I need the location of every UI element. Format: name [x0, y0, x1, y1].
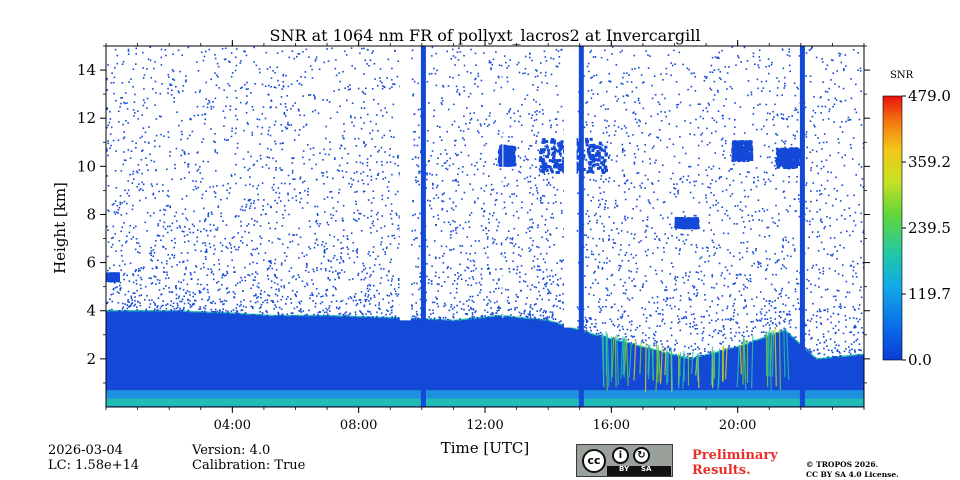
y-axis-label: Height [km]: [51, 182, 69, 274]
preliminary-line2: Results.: [692, 463, 751, 478]
boundary-layer: [106, 310, 864, 407]
footer-version-block: Version: 4.0 Calibration: True: [192, 443, 305, 473]
noise-speckle: [106, 46, 864, 360]
cc-icon: cc: [582, 449, 606, 473]
y-tick-label: 10: [77, 157, 96, 175]
cloud: [497, 144, 517, 167]
x-tick-label: 08:00: [340, 418, 377, 433]
convective-plumes: [601, 326, 790, 393]
y-tick-label: 6: [86, 254, 96, 272]
by-text: BY: [619, 465, 630, 473]
colorbar-tick-label: 479.0: [908, 87, 951, 105]
colorbar-tick-label: 119.7: [908, 285, 951, 303]
colorbar-label: SNR: [890, 70, 914, 81]
copyright-line2: CC BY SA 4.0 License.: [806, 470, 899, 479]
copyright-note: © TROPOS 2026. CC BY SA 4.0 License.: [806, 460, 899, 480]
footer-calibration: Calibration: True: [192, 458, 306, 473]
boundary-layer-top: [106, 309, 864, 360]
data-gap: [399, 46, 411, 321]
footer-date: 2026-03-04: [48, 443, 123, 458]
cloud: [731, 140, 754, 163]
colorbar: [882, 95, 903, 361]
vertical-streak: [578, 46, 584, 407]
x-tick-label: 12:00: [466, 418, 503, 433]
vertical-streak: [799, 46, 805, 407]
heatmap-area: [106, 46, 864, 407]
by-icon: i: [612, 447, 629, 464]
footer-date-block: 2026-03-04 LC: 1.58e+14: [48, 443, 139, 473]
x-tick-label: 04:00: [214, 418, 251, 433]
colorbar-ticks: 0.0 119.7 239.5 359.2 479.0: [902, 87, 951, 369]
sa-text: SA: [641, 465, 652, 473]
y-tick-label: 2: [86, 350, 96, 368]
footer-lc: LC: 1.58e+14: [48, 458, 140, 473]
x-tick-label: 16:00: [593, 418, 630, 433]
surface-layer-core: [106, 398, 864, 406]
cc-license-badge: cc i ↻ BY SA: [576, 444, 673, 477]
y-tick-label: 12: [77, 109, 96, 127]
data-gap: [502, 46, 504, 319]
footer-version: Version: 4.0: [192, 443, 271, 458]
colorbar-tick-label: 359.2: [908, 153, 951, 171]
y-tick-label: 4: [86, 302, 96, 320]
copyright-line1: © TROPOS 2026.: [806, 460, 879, 469]
y-axis: 2 4 6 8 10 12 14: [77, 45, 870, 384]
preliminary-line1: Preliminary: [692, 448, 778, 463]
preliminary-results-note: Preliminary Results.: [692, 448, 778, 478]
x-axis-label: Time [UTC]: [441, 439, 530, 457]
cloud: [674, 216, 700, 230]
data-gap: [563, 46, 577, 328]
y-tick-label: 8: [86, 205, 96, 223]
cloud: [106, 272, 120, 283]
colorbar-tick-label: 239.5: [908, 219, 951, 237]
sa-icon: ↻: [633, 447, 650, 464]
vertical-streak: [420, 46, 426, 407]
license-band: BY SA: [607, 465, 671, 476]
y-tick-label: 14: [77, 61, 96, 79]
x-tick-label: 20:00: [719, 418, 756, 433]
colorbar-tick-label: 0.0: [908, 351, 932, 369]
cloud: [775, 147, 801, 170]
x-axis: 04:00 08:00 12:00 16:00 20:00: [105, 40, 865, 433]
chart-title: SNR at 1064 nm FR of pollyxt_lacros2 at …: [270, 26, 701, 45]
